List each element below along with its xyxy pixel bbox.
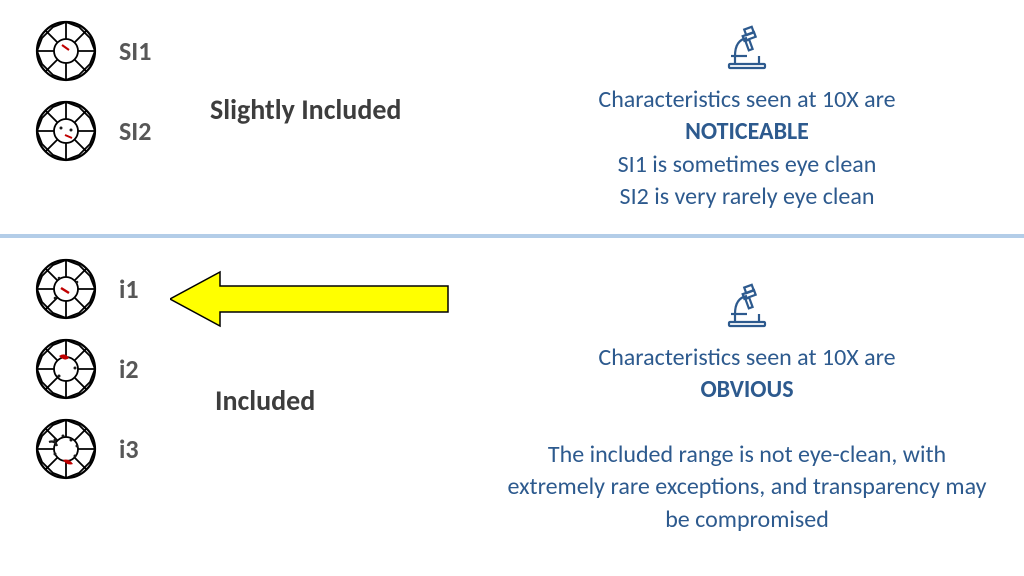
diamond-icon-i3 (35, 418, 97, 480)
desc-bold: OBVIOUS (700, 375, 793, 404)
desc-line: SI1 is sometimes eye clean (618, 150, 877, 179)
diamond-row: i3 (35, 418, 470, 480)
diamond-icon-si2 (35, 100, 97, 162)
arrow-left-icon (170, 268, 450, 330)
diamond-label-i3: i3 (119, 433, 139, 465)
desc-line: Characteristics seen at 10X are (598, 85, 895, 114)
diamond-icon-i2 (35, 338, 97, 400)
right-column-top: Characteristics seen at 10X are NOTICEAB… (470, 0, 1024, 234)
microscope-icon (721, 20, 773, 72)
left-column-bottom: i1 i2 (0, 238, 470, 576)
diamond-row: SI1 (35, 20, 470, 82)
diamond-label-i1: i1 (119, 273, 139, 305)
arrow-highlight (170, 268, 450, 335)
right-column-bottom: Characteristics seen at 10X are OBVIOUS … (470, 238, 1024, 576)
group-label-slightly-included: Slightly Included (210, 92, 401, 127)
desc-line: Characteristics seen at 10X are (598, 343, 895, 372)
group-label-included: Included (215, 383, 315, 418)
description-bottom: Characteristics seen at 10X are OBVIOUS … (500, 342, 994, 536)
desc-line: SI2 is very rarely eye clean (620, 182, 875, 211)
section-slightly-included: SI1 SI2 Slightly Included (0, 0, 1024, 234)
diamond-label-i2: i2 (119, 353, 139, 385)
left-column-top: SI1 SI2 Slightly Included (0, 0, 470, 234)
section-included: i1 i2 (0, 238, 1024, 576)
microscope-icon (721, 278, 773, 330)
desc-bold: NOTICEABLE (685, 117, 809, 146)
diamond-icon-si1 (35, 20, 97, 82)
desc-line: The included range is not eye-clean, wit… (507, 440, 986, 534)
diamond-icon-i1 (35, 258, 97, 320)
diamond-label-si1: SI1 (119, 35, 151, 67)
description-top: Characteristics seen at 10X are NOTICEAB… (598, 84, 895, 214)
diamond-label-si2: SI2 (119, 115, 151, 147)
